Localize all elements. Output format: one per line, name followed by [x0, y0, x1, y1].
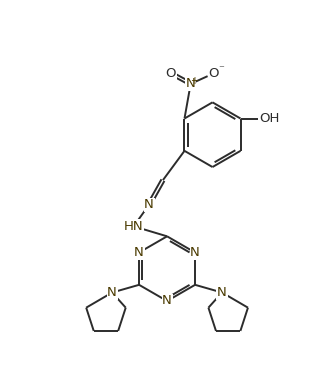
Text: HN: HN	[124, 220, 143, 233]
Text: N: N	[186, 77, 196, 90]
Text: +: +	[190, 76, 199, 86]
Text: ⁻: ⁻	[218, 64, 224, 74]
Text: N: N	[217, 286, 227, 299]
Text: N: N	[107, 286, 117, 299]
Text: N: N	[134, 246, 144, 259]
Text: OH: OH	[259, 112, 279, 125]
Text: O: O	[165, 67, 176, 80]
Text: N: N	[190, 246, 200, 259]
Text: N: N	[162, 294, 172, 307]
Text: N: N	[144, 198, 154, 211]
Text: O: O	[209, 67, 219, 80]
